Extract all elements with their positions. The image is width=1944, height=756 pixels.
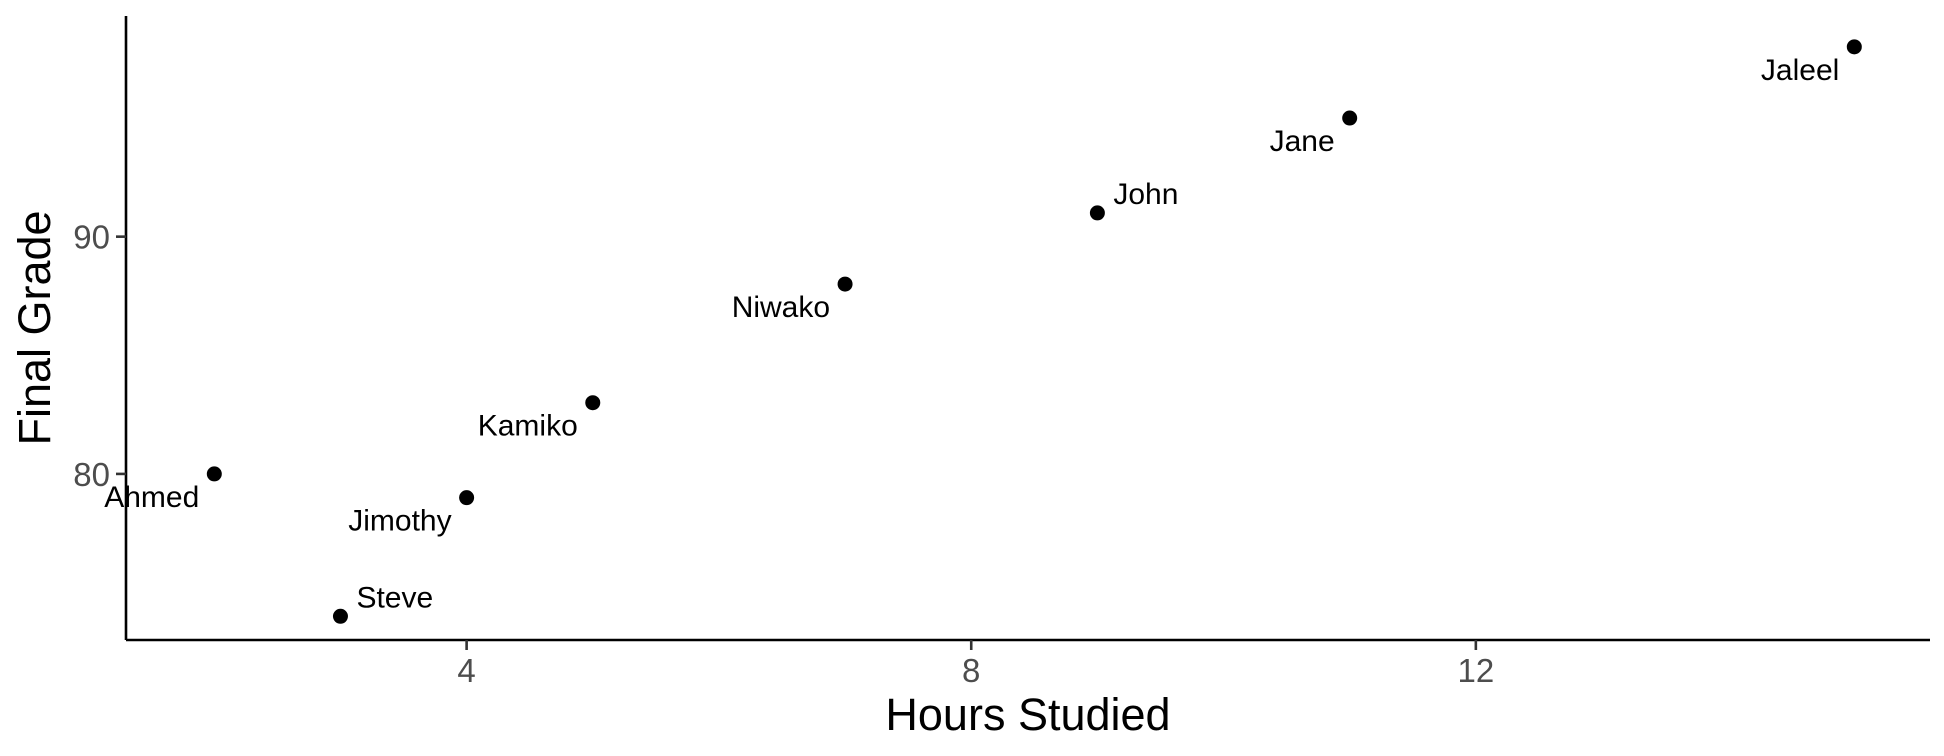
y-axis-ticks: 80 90	[73, 219, 126, 493]
point-label: Kamiko	[478, 410, 578, 443]
data-point	[837, 276, 853, 292]
point-label: John	[1113, 178, 1178, 211]
point-label: Jimothy	[348, 505, 451, 538]
point-label: Steve	[356, 581, 433, 614]
data-point	[1846, 39, 1862, 55]
point-label: Niwako	[732, 291, 830, 324]
x-axis-title: Hours Studied	[885, 689, 1170, 740]
y-tick-label: 90	[73, 219, 110, 256]
point-label: Jane	[1270, 125, 1335, 158]
data-point	[206, 466, 222, 482]
y-tick-label: 80	[73, 456, 110, 493]
y-axis-title: Final Grade	[9, 210, 60, 445]
point-label: Ahmed	[104, 481, 199, 514]
data-point	[459, 490, 475, 506]
x-tick-label: 12	[1457, 652, 1494, 689]
data-point	[585, 395, 601, 411]
x-tick-label: 8	[962, 652, 980, 689]
point-label: Jaleel	[1761, 54, 1839, 87]
data-point	[1089, 205, 1105, 221]
plot-marks: Ahmed Steve Jimothy Kamiko Niwako John Jane Jal…	[104, 39, 1862, 624]
data-point	[1342, 110, 1358, 126]
x-axis-ticks: 4 8 12	[457, 640, 1494, 689]
data-point	[332, 608, 348, 624]
x-tick-label: 4	[457, 652, 475, 689]
